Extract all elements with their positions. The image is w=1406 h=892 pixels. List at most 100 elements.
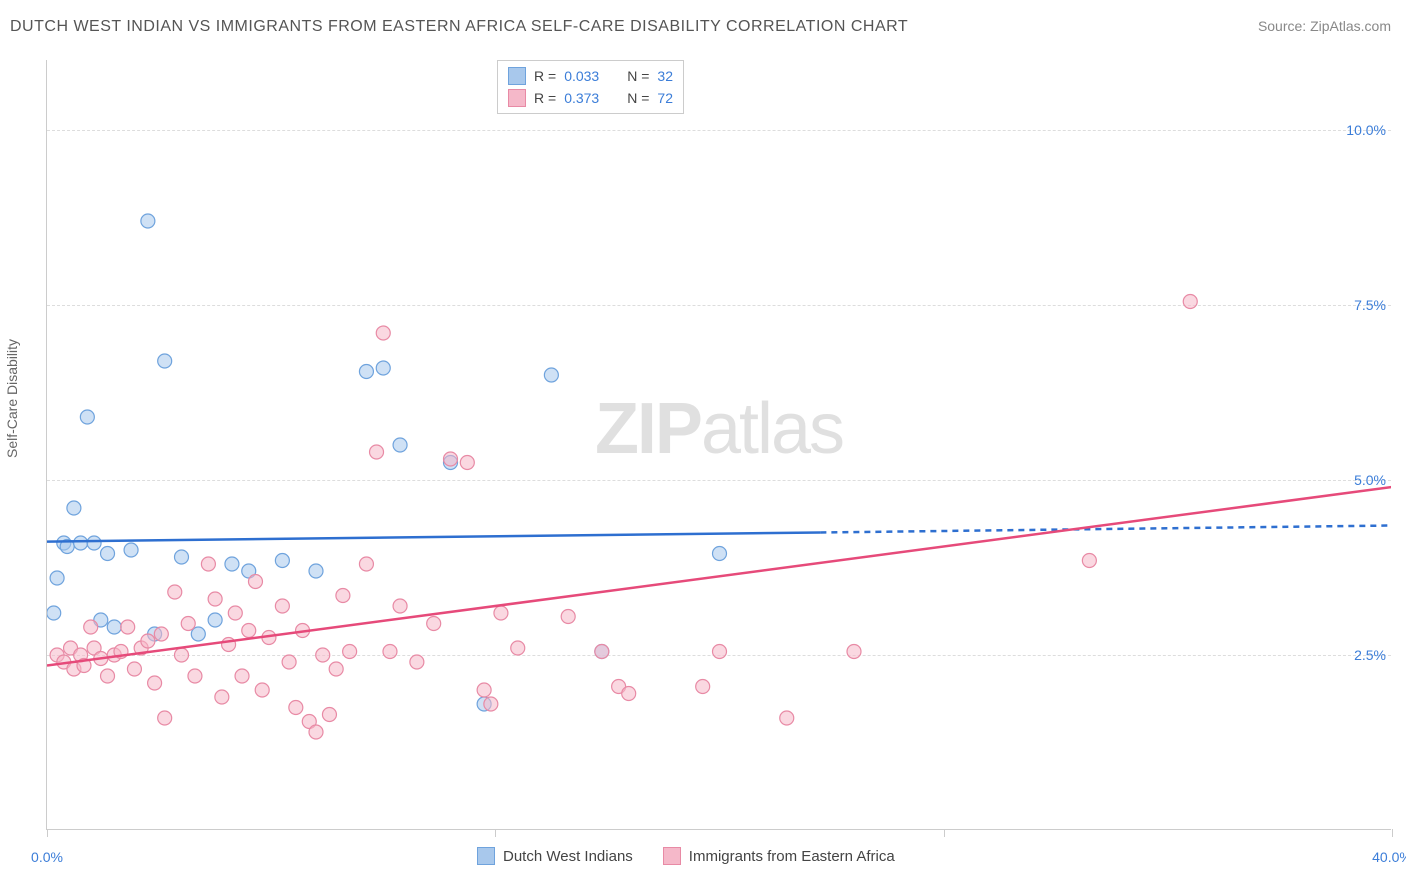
- data-point: [208, 613, 222, 627]
- data-point: [225, 557, 239, 571]
- data-point: [477, 683, 491, 697]
- data-point: [561, 610, 575, 624]
- data-point: [427, 617, 441, 631]
- data-point: [595, 645, 609, 659]
- data-point: [67, 501, 81, 515]
- data-point: [309, 725, 323, 739]
- data-point: [460, 456, 474, 470]
- data-point: [201, 557, 215, 571]
- data-point: [191, 627, 205, 641]
- legend-swatch-blue: [477, 847, 495, 865]
- x-tick-label: 0.0%: [31, 849, 63, 865]
- data-point: [316, 648, 330, 662]
- legend-stats-row-0: R = 0.033 N = 32: [508, 65, 673, 87]
- data-point: [359, 557, 373, 571]
- data-point: [47, 606, 61, 620]
- data-point: [275, 599, 289, 613]
- source-label: Source: ZipAtlas.com: [1258, 18, 1391, 34]
- chart-title: DUTCH WEST INDIAN VS IMMIGRANTS FROM EAS…: [10, 18, 908, 36]
- data-point: [208, 592, 222, 606]
- data-point: [215, 690, 229, 704]
- data-point: [1183, 295, 1197, 309]
- data-point: [622, 687, 636, 701]
- data-point: [127, 662, 141, 676]
- data-point: [107, 620, 121, 634]
- data-point: [343, 645, 357, 659]
- x-tick: [944, 829, 945, 837]
- data-point: [121, 620, 135, 634]
- legend-series: Dutch West Indians Immigrants from Easte…: [477, 847, 895, 865]
- legend-label: Dutch West Indians: [503, 848, 633, 865]
- plot-area: ZIPatlas 2.5%5.0%7.5%10.0% 0.0%40.0% R =…: [46, 60, 1391, 830]
- data-point: [228, 606, 242, 620]
- trend-line-dashed: [820, 526, 1391, 533]
- data-point: [336, 589, 350, 603]
- data-point: [309, 564, 323, 578]
- data-point: [696, 680, 710, 694]
- data-point: [248, 575, 262, 589]
- legend-stats: R = 0.033 N = 32 R = 0.373 N = 72: [497, 60, 684, 114]
- legend-swatch-blue: [508, 67, 526, 85]
- data-point: [124, 543, 138, 557]
- x-tick-label: 40.0%: [1372, 849, 1406, 865]
- data-point: [158, 711, 172, 725]
- data-point: [376, 361, 390, 375]
- data-point: [141, 634, 155, 648]
- x-tick: [47, 829, 48, 837]
- data-point: [255, 683, 269, 697]
- data-point: [383, 645, 397, 659]
- legend-swatch-pink: [663, 847, 681, 865]
- data-point: [84, 620, 98, 634]
- data-point: [175, 648, 189, 662]
- data-point: [544, 368, 558, 382]
- data-point: [393, 438, 407, 452]
- data-point: [235, 669, 249, 683]
- data-point: [370, 445, 384, 459]
- legend-item-pink: Immigrants from Eastern Africa: [663, 847, 895, 865]
- data-point: [181, 617, 195, 631]
- n-label: N =: [627, 68, 649, 84]
- n-value: 32: [657, 68, 673, 84]
- data-point: [101, 547, 115, 561]
- data-point: [713, 645, 727, 659]
- x-tick: [1392, 829, 1393, 837]
- legend-stats-row-1: R = 0.373 N = 72: [508, 87, 673, 109]
- legend-item-blue: Dutch West Indians: [477, 847, 633, 865]
- data-point: [154, 627, 168, 641]
- n-label: N =: [627, 90, 649, 106]
- data-point: [101, 669, 115, 683]
- data-point: [168, 585, 182, 599]
- data-point: [780, 711, 794, 725]
- data-point: [484, 697, 498, 711]
- data-point: [713, 547, 727, 561]
- r-label: R =: [534, 90, 556, 106]
- data-point: [80, 410, 94, 424]
- r-value: 0.373: [564, 90, 599, 106]
- data-point: [494, 606, 508, 620]
- legend-label: Immigrants from Eastern Africa: [689, 848, 895, 865]
- data-point: [410, 655, 424, 669]
- data-point: [511, 641, 525, 655]
- data-point: [148, 676, 162, 690]
- x-tick: [495, 829, 496, 837]
- r-value: 0.033: [564, 68, 599, 84]
- data-point: [322, 708, 336, 722]
- data-point: [158, 354, 172, 368]
- data-point: [275, 554, 289, 568]
- chart-container: DUTCH WEST INDIAN VS IMMIGRANTS FROM EAS…: [0, 0, 1406, 892]
- data-point: [188, 669, 202, 683]
- data-point: [242, 624, 256, 638]
- data-point: [376, 326, 390, 340]
- data-point: [141, 214, 155, 228]
- legend-swatch-pink: [508, 89, 526, 107]
- y-axis-label: Self-Care Disability: [4, 339, 20, 458]
- data-point: [847, 645, 861, 659]
- trend-line: [47, 533, 820, 542]
- data-point: [175, 550, 189, 564]
- data-point: [289, 701, 303, 715]
- n-value: 72: [657, 90, 673, 106]
- data-point: [329, 662, 343, 676]
- r-label: R =: [534, 68, 556, 84]
- data-point: [50, 571, 64, 585]
- data-point: [393, 599, 407, 613]
